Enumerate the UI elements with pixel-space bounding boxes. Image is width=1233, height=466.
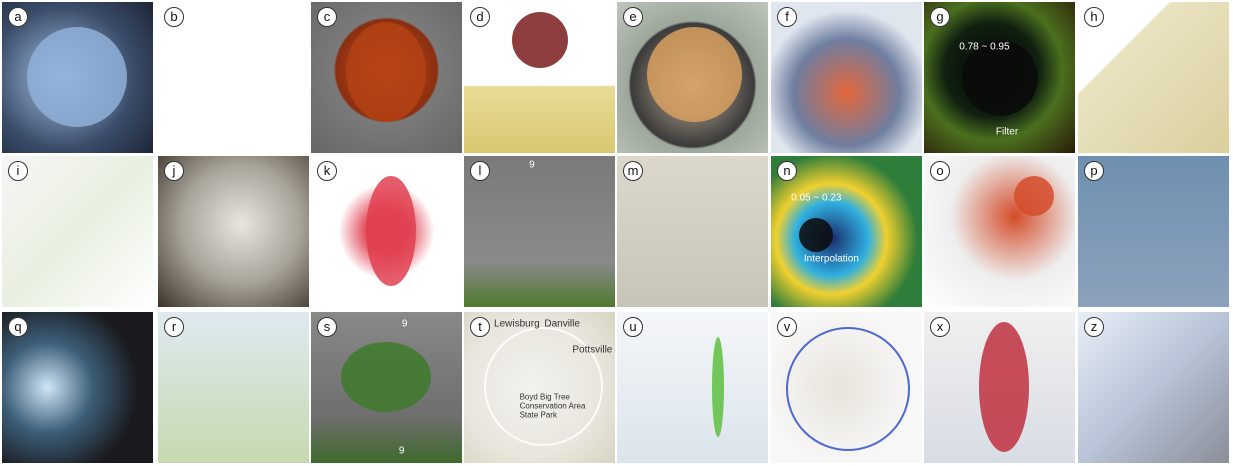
panel-label: g bbox=[930, 7, 950, 27]
panel-label: s bbox=[317, 317, 337, 337]
image-shape bbox=[27, 27, 127, 127]
panel-label: i bbox=[8, 161, 28, 181]
panel-label: h bbox=[1084, 7, 1104, 27]
image-shape bbox=[366, 176, 416, 286]
panel-label: r bbox=[164, 317, 184, 337]
thumbnail: g 0.78 ~ 0.95 Filter bbox=[924, 2, 1075, 153]
panel-label: n bbox=[777, 161, 797, 181]
panel-label: j bbox=[164, 161, 184, 181]
panel-label: c bbox=[317, 7, 337, 27]
thumbnail: c bbox=[311, 2, 462, 153]
annotation: Danville bbox=[544, 318, 580, 330]
panel-label: a bbox=[8, 7, 28, 27]
annotation: 9 bbox=[398, 445, 405, 457]
thumbnail: a bbox=[2, 2, 153, 153]
annotation: Boyd Big Tree Conservation Area State Pa… bbox=[519, 392, 586, 420]
annotation: 0.05 ~ 0.23 bbox=[791, 192, 842, 204]
annotation: 9 bbox=[401, 318, 408, 330]
panel-label: k bbox=[317, 161, 337, 181]
thumbnail: i bbox=[2, 156, 153, 307]
thumbnail: n 0.05 ~ 0.23 Interpolation bbox=[771, 156, 922, 307]
image-shape bbox=[647, 27, 742, 122]
thumbnail: s 9 9 bbox=[311, 312, 462, 463]
annotation: Interpolation bbox=[803, 253, 859, 265]
annotation: 9 bbox=[529, 159, 535, 171]
thumbnail: b bbox=[158, 2, 309, 153]
thumbnail: f bbox=[771, 2, 922, 153]
thumbnail: u bbox=[617, 312, 768, 463]
image-shape bbox=[786, 327, 910, 451]
image-shape bbox=[979, 322, 1029, 452]
thumbnail: r bbox=[158, 312, 309, 463]
panel-label: p bbox=[1084, 161, 1104, 181]
panel-label: o bbox=[930, 161, 950, 181]
image-shape bbox=[341, 342, 431, 412]
annotation: Pottsville bbox=[572, 344, 613, 356]
panel-label: l bbox=[470, 161, 490, 181]
panel-label: m bbox=[623, 161, 643, 181]
panel-label: u bbox=[623, 317, 643, 337]
thumbnail: m bbox=[617, 156, 768, 307]
panel-label: t bbox=[470, 317, 490, 337]
thumbnail: t Lewisburg Danville Pottsville Boyd Big Tre… bbox=[464, 312, 615, 463]
image-shape bbox=[799, 218, 833, 252]
thumbnail: j bbox=[158, 156, 309, 307]
annotation: Lewisburg bbox=[494, 318, 540, 330]
thumbnail: x bbox=[924, 312, 1075, 463]
thumbnail: p bbox=[1078, 156, 1229, 307]
thumbnail: k bbox=[311, 156, 462, 307]
annotation: 0.78 ~ 0.95 bbox=[959, 41, 1010, 53]
thumbnail: z bbox=[1078, 312, 1229, 463]
image-shape bbox=[712, 337, 724, 437]
panel-label: z bbox=[1084, 317, 1104, 337]
annotation: Filter bbox=[995, 126, 1019, 138]
panel-label: x bbox=[930, 317, 950, 337]
thumbnail: d bbox=[464, 2, 615, 153]
thumbnail: q bbox=[2, 312, 153, 463]
thumbnail: v bbox=[771, 312, 922, 463]
image-shape bbox=[1014, 176, 1054, 216]
panel-label: v bbox=[777, 317, 797, 337]
image-shape bbox=[962, 40, 1038, 116]
panel-label: b bbox=[164, 7, 184, 27]
panel-label: e bbox=[623, 7, 643, 27]
panel-label: f bbox=[777, 7, 797, 27]
thumbnail: h bbox=[1078, 2, 1229, 153]
image-shape bbox=[512, 12, 568, 68]
image-shape bbox=[484, 327, 603, 446]
thumbnail: e bbox=[617, 2, 768, 153]
image-shape bbox=[346, 22, 426, 122]
thumbnail: o bbox=[924, 156, 1075, 307]
panel-label: q bbox=[8, 317, 28, 337]
panel-label: d bbox=[470, 7, 490, 27]
